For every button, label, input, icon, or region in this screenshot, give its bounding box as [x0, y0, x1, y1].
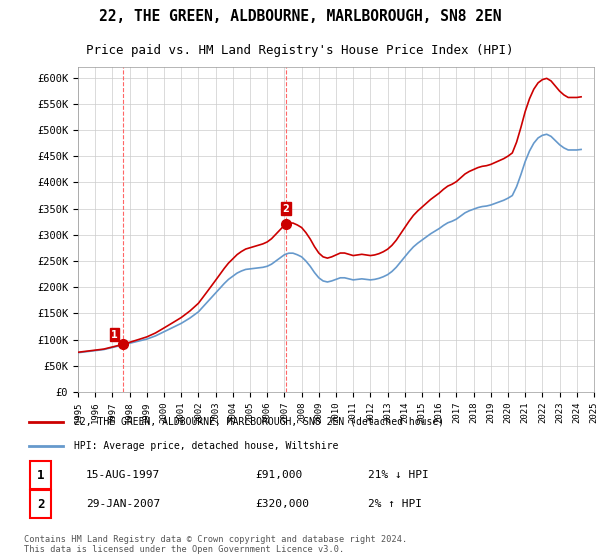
Text: 22, THE GREEN, ALDBOURNE, MARLBOROUGH, SN8 2EN: 22, THE GREEN, ALDBOURNE, MARLBOROUGH, S… [99, 10, 501, 24]
Text: HPI: Average price, detached house, Wiltshire: HPI: Average price, detached house, Wilt… [74, 441, 339, 451]
Text: 22, THE GREEN, ALDBOURNE, MARLBOROUGH, SN8 2EN (detached house): 22, THE GREEN, ALDBOURNE, MARLBOROUGH, S… [74, 417, 445, 427]
Text: £320,000: £320,000 [255, 500, 309, 509]
Text: Contains HM Land Registry data © Crown copyright and database right 2024.
This d: Contains HM Land Registry data © Crown c… [23, 534, 407, 554]
Text: 29-JAN-2007: 29-JAN-2007 [86, 500, 160, 509]
Text: £91,000: £91,000 [255, 470, 302, 480]
Text: 1: 1 [111, 330, 118, 340]
Text: 2% ↑ HPI: 2% ↑ HPI [368, 500, 422, 509]
Text: 1: 1 [37, 469, 44, 482]
FancyBboxPatch shape [31, 461, 51, 489]
Text: 21% ↓ HPI: 21% ↓ HPI [368, 470, 428, 480]
Text: 2: 2 [37, 498, 44, 511]
Text: Price paid vs. HM Land Registry's House Price Index (HPI): Price paid vs. HM Land Registry's House … [86, 44, 514, 57]
FancyBboxPatch shape [31, 490, 51, 519]
Text: 15-AUG-1997: 15-AUG-1997 [86, 470, 160, 480]
Text: 2: 2 [283, 204, 289, 214]
